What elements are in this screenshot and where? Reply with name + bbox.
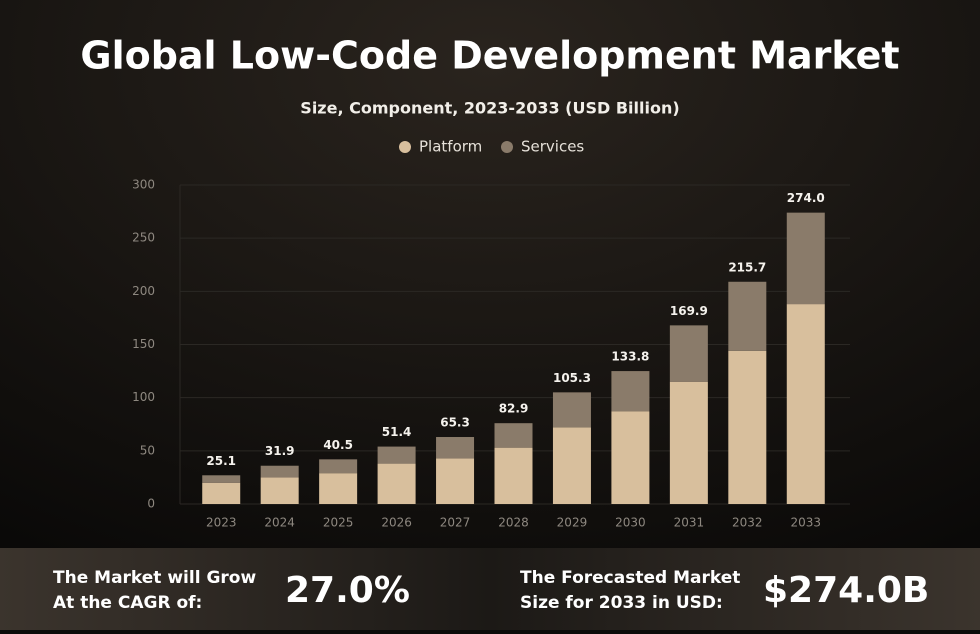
- y-tick-label: 100: [132, 390, 155, 404]
- stat-label: The Forecasted Market: [520, 568, 740, 588]
- total-label: 274.0: [787, 191, 825, 205]
- bar-segment: [260, 465, 299, 478]
- legend-swatch: [501, 141, 513, 153]
- y-tick-label: 50: [140, 443, 155, 457]
- bar-segment: [786, 304, 825, 504]
- stat-label: At the CAGR of:: [53, 593, 202, 613]
- bar-segment: [377, 463, 416, 504]
- x-tick-label: 2033: [790, 516, 821, 530]
- bar-segment: [728, 350, 767, 504]
- chart-subtitle: Size, Component, 2023-2033 (USD Billion): [300, 99, 679, 118]
- total-label: 65.3: [440, 416, 470, 430]
- bar-segment: [494, 423, 533, 448]
- bar-segment: [202, 482, 241, 504]
- stat-label: Size for 2033 in USD:: [520, 593, 723, 613]
- x-tick-label: 2027: [440, 516, 471, 530]
- total-label: 51.4: [382, 425, 412, 439]
- bar-segment: [436, 437, 475, 459]
- bar-segment: [319, 459, 358, 474]
- bar-segment: [260, 477, 299, 504]
- total-label: 31.9: [265, 444, 295, 458]
- total-label: 215.7: [728, 260, 766, 274]
- total-label: 105.3: [553, 371, 591, 385]
- bar-segment: [436, 458, 475, 504]
- x-tick-label: 2032: [732, 516, 763, 530]
- y-tick-label: 150: [132, 337, 155, 351]
- footer-band: [0, 548, 980, 630]
- legend-label: Services: [521, 138, 584, 156]
- bar-segment: [552, 392, 591, 428]
- chart-title: Global Low-Code Development Market: [80, 34, 899, 78]
- bar-segment: [611, 371, 650, 412]
- bar-segment: [786, 212, 825, 305]
- x-tick-label: 2026: [381, 516, 412, 530]
- x-tick-label: 2030: [615, 516, 646, 530]
- legend-label: Platform: [419, 138, 482, 156]
- bar-segment: [611, 411, 650, 504]
- x-tick-label: 2023: [206, 516, 237, 530]
- bar-segment: [669, 325, 708, 382]
- y-tick-label: 250: [132, 231, 155, 245]
- legend-swatch: [399, 141, 411, 153]
- bar-segment: [494, 447, 533, 504]
- bar-segment: [552, 427, 591, 504]
- total-label: 82.9: [499, 402, 529, 416]
- total-label: 40.5: [323, 438, 353, 452]
- bar-segment: [319, 473, 358, 504]
- x-tick-label: 2024: [264, 516, 295, 530]
- stat-label: The Market will Grow: [53, 568, 256, 588]
- x-tick-label: 2028: [498, 516, 529, 530]
- stat-value: $274.0B: [763, 570, 929, 611]
- x-tick-label: 2031: [674, 516, 705, 530]
- y-tick-label: 0: [147, 497, 155, 511]
- y-tick-label: 200: [132, 284, 155, 298]
- bar-segment: [377, 446, 416, 464]
- x-tick-label: 2029: [557, 516, 588, 530]
- x-tick-label: 2025: [323, 516, 354, 530]
- stat-value: 27.0%: [285, 570, 410, 611]
- bar-segment: [202, 475, 241, 483]
- total-label: 25.1: [206, 454, 236, 468]
- total-label: 133.8: [611, 350, 649, 364]
- total-label: 169.9: [670, 304, 708, 318]
- bar-segment: [669, 381, 708, 504]
- bar-segment: [728, 281, 767, 351]
- y-tick-label: 300: [132, 178, 155, 192]
